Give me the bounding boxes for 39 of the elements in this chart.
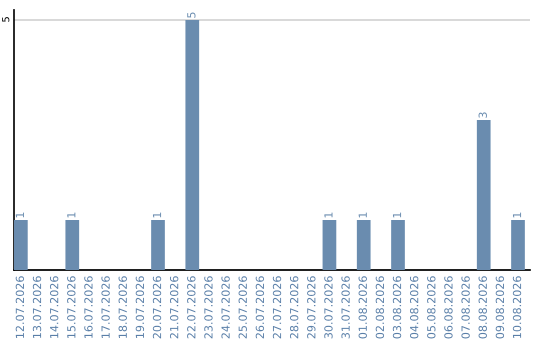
- x-tick-label: 27.07.2026: [272, 276, 282, 338]
- x-tick-label: 01.08.2026: [358, 276, 367, 338]
- x-tick-label: 18.07.2026: [118, 276, 127, 338]
- x-tick-label: 21.07.2026: [170, 276, 178, 338]
- data-label: 1: [512, 212, 522, 218]
- x-tick-label: 28.07.2026: [290, 276, 298, 338]
- data-label: 1: [67, 212, 76, 218]
- x-tick-label: 14.07.2026: [50, 276, 58, 338]
- x-tick-label: 26.07.2026: [256, 276, 264, 338]
- x-tick-label: 12.07.2026: [16, 276, 24, 338]
- x-tick-label: 10.08.2026: [512, 276, 522, 338]
- x-tick-label: 22.07.2026: [187, 276, 196, 338]
- x-tick-label: 30.07.2026: [324, 276, 333, 338]
- x-tick-label: 08.08.2026: [478, 276, 487, 338]
- data-label: 1: [152, 212, 162, 218]
- data-label: 1: [392, 212, 402, 218]
- x-tick-label: 07.08.2026: [461, 276, 470, 338]
- x-tick-label: 03.08.2026: [392, 276, 402, 338]
- x-tick-label: 20.07.2026: [152, 276, 162, 338]
- x-tick-label: 16.07.2026: [84, 276, 93, 338]
- x-tick-label: 05.08.2026: [427, 276, 436, 338]
- data-label: 3: [478, 112, 487, 118]
- x-tick-label: 09.08.2026: [496, 276, 504, 338]
- x-tick-label: 02.08.2026: [376, 276, 384, 338]
- x-tick-label: 29.07.2026: [307, 276, 316, 338]
- x-tick-label: 04.08.2026: [410, 276, 418, 338]
- x-tick-label: 19.07.2026: [136, 276, 144, 338]
- x-tick-label: 23.07.2026: [204, 276, 213, 338]
- x-tick-label: 15.07.2026: [67, 276, 76, 338]
- x-tick-label: 17.07.2026: [101, 276, 110, 338]
- data-label: 1: [358, 212, 367, 218]
- x-tick-label: 31.07.2026: [341, 276, 350, 338]
- data-label: 5: [187, 12, 196, 18]
- x-tick-label: 24.07.2026: [221, 276, 230, 338]
- data-label: 1: [324, 212, 332, 218]
- x-tick-label: 25.07.2026: [238, 276, 247, 338]
- x-tick-label: 06.08.2026: [444, 276, 453, 338]
- data-label: 1: [16, 212, 24, 218]
- x-tick-label: 13.07.2026: [32, 276, 42, 338]
